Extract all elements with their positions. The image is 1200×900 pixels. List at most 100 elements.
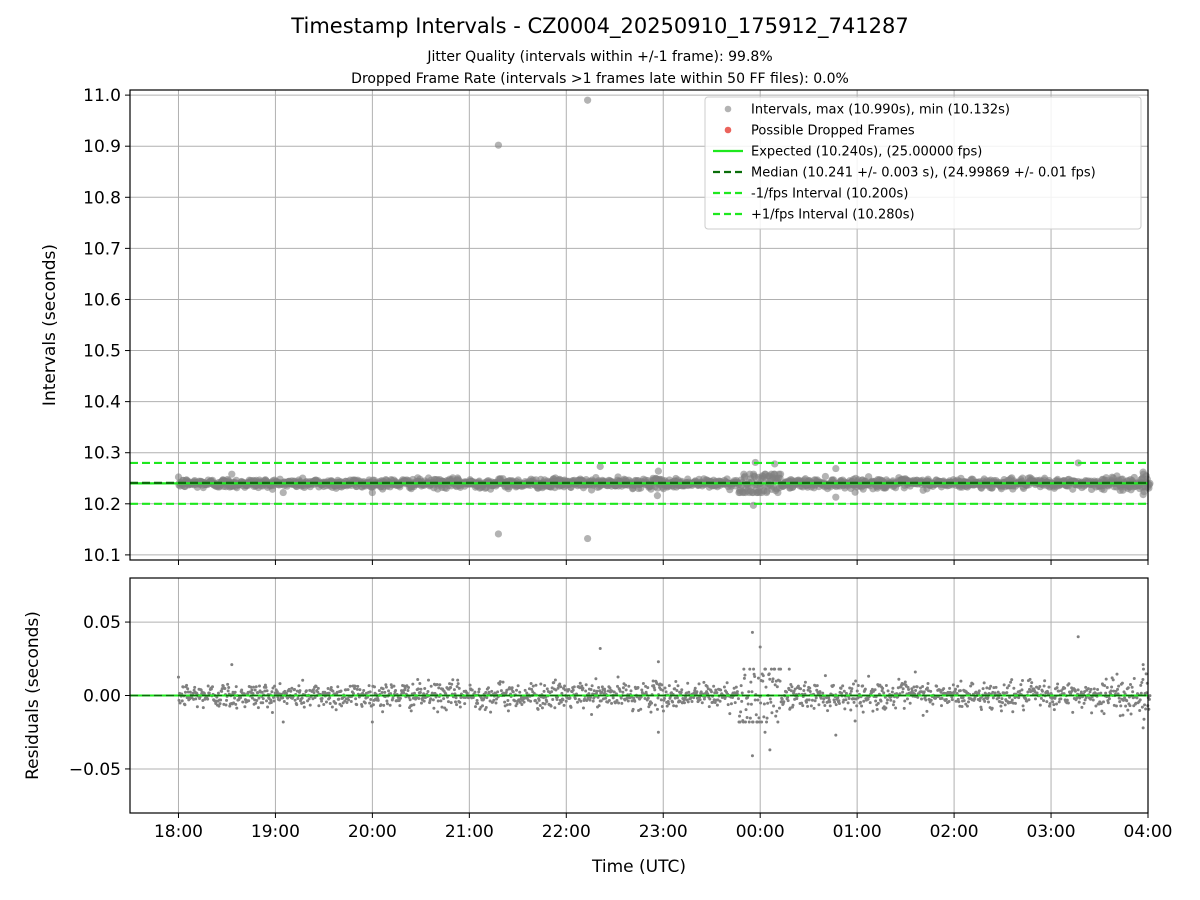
residual-point [183, 690, 187, 694]
bottom-x-tick-label: 00:00 [736, 822, 785, 842]
residual-point [1115, 672, 1119, 676]
residual-point [334, 701, 338, 705]
residual-point [281, 696, 285, 700]
residual-point [1028, 677, 1032, 681]
residual-point [804, 700, 808, 704]
bottom-y-tick-label: 0.05 [83, 613, 121, 633]
residual-point [1012, 686, 1016, 690]
residual-point [768, 697, 772, 701]
residual-point [484, 705, 488, 709]
residual-point [345, 701, 349, 705]
residual-point [810, 698, 814, 702]
residual-point [380, 691, 384, 695]
residual-point [1126, 708, 1130, 712]
residual-point [513, 699, 517, 703]
bottom-x-tick-label: 21:00 [445, 822, 494, 842]
residual-point [1029, 684, 1033, 688]
residual-point [1051, 700, 1055, 704]
interval-outlier-point [654, 467, 662, 475]
residual-point [1028, 687, 1032, 691]
residual-point [372, 685, 376, 689]
residual-point [659, 698, 663, 702]
residual-point [733, 701, 737, 705]
residual-point [742, 676, 746, 680]
residual-point [195, 705, 199, 709]
residual-point [220, 689, 224, 693]
residual-point [406, 689, 410, 693]
residual-point [250, 696, 254, 700]
residual-point [588, 698, 592, 702]
residual-point [965, 704, 969, 708]
residual-point [756, 698, 760, 702]
residual-point [266, 705, 270, 709]
residual-point [656, 696, 660, 700]
residual-point [1047, 685, 1051, 689]
residual-point [1045, 700, 1049, 704]
residual-point [1048, 702, 1052, 706]
residual-point [257, 684, 261, 688]
residual-point [591, 699, 595, 703]
residual-point [302, 705, 306, 709]
residual-point [920, 697, 924, 701]
residual-point [489, 710, 493, 714]
residual-point [931, 702, 935, 706]
residual-point [261, 697, 265, 701]
residual-point [346, 688, 350, 692]
residual-point [499, 689, 503, 693]
residual-point [894, 706, 898, 710]
residual-point [600, 685, 604, 689]
residual-point [515, 702, 519, 706]
residual-point [453, 700, 457, 704]
residual-point [1039, 696, 1043, 700]
residual-point [569, 705, 573, 709]
residual-outlier-point [787, 667, 791, 671]
residual-point [260, 690, 264, 694]
residual-point [1010, 678, 1014, 682]
residual-point [556, 686, 560, 690]
residual-point [442, 697, 446, 701]
residual-point [1092, 687, 1096, 691]
residual-point [763, 667, 767, 671]
residual-point [234, 702, 238, 706]
residual-point [432, 706, 436, 710]
residual-point [1026, 690, 1030, 694]
residual-point [251, 691, 255, 695]
residual-point [281, 720, 285, 724]
residual-point [290, 686, 294, 690]
residual-point [456, 678, 460, 682]
residual-point [922, 690, 926, 694]
residual-point [719, 688, 723, 692]
residual-point [429, 684, 433, 688]
residual-point [1025, 699, 1029, 703]
residual-point [289, 689, 293, 693]
residual-point [740, 691, 744, 695]
residual-point [1055, 702, 1059, 706]
residual-point [223, 686, 227, 690]
residual-point [767, 672, 771, 676]
residual-point [868, 701, 872, 705]
residual-point [334, 708, 338, 712]
residual-point [639, 707, 643, 711]
residual-point [296, 697, 300, 701]
residual-outlier-point [763, 730, 767, 734]
residual-point [803, 680, 807, 684]
residual-point [558, 682, 562, 686]
residual-point [620, 701, 624, 705]
residual-point [805, 698, 809, 702]
residual-point [1130, 685, 1134, 689]
residual-point [498, 682, 502, 686]
residual-point [438, 683, 442, 687]
residual-point [1107, 697, 1111, 701]
residual-point [553, 678, 557, 682]
residual-point [993, 691, 997, 695]
residual-point [702, 680, 706, 684]
residual-point [316, 690, 320, 694]
residual-point [778, 679, 782, 683]
residual-point [421, 695, 425, 699]
residual-point [549, 704, 553, 708]
residual-point [1089, 687, 1093, 691]
residual-point [492, 698, 496, 702]
residual-point [465, 691, 469, 695]
residual-point [320, 697, 324, 701]
residual-point [676, 684, 680, 688]
